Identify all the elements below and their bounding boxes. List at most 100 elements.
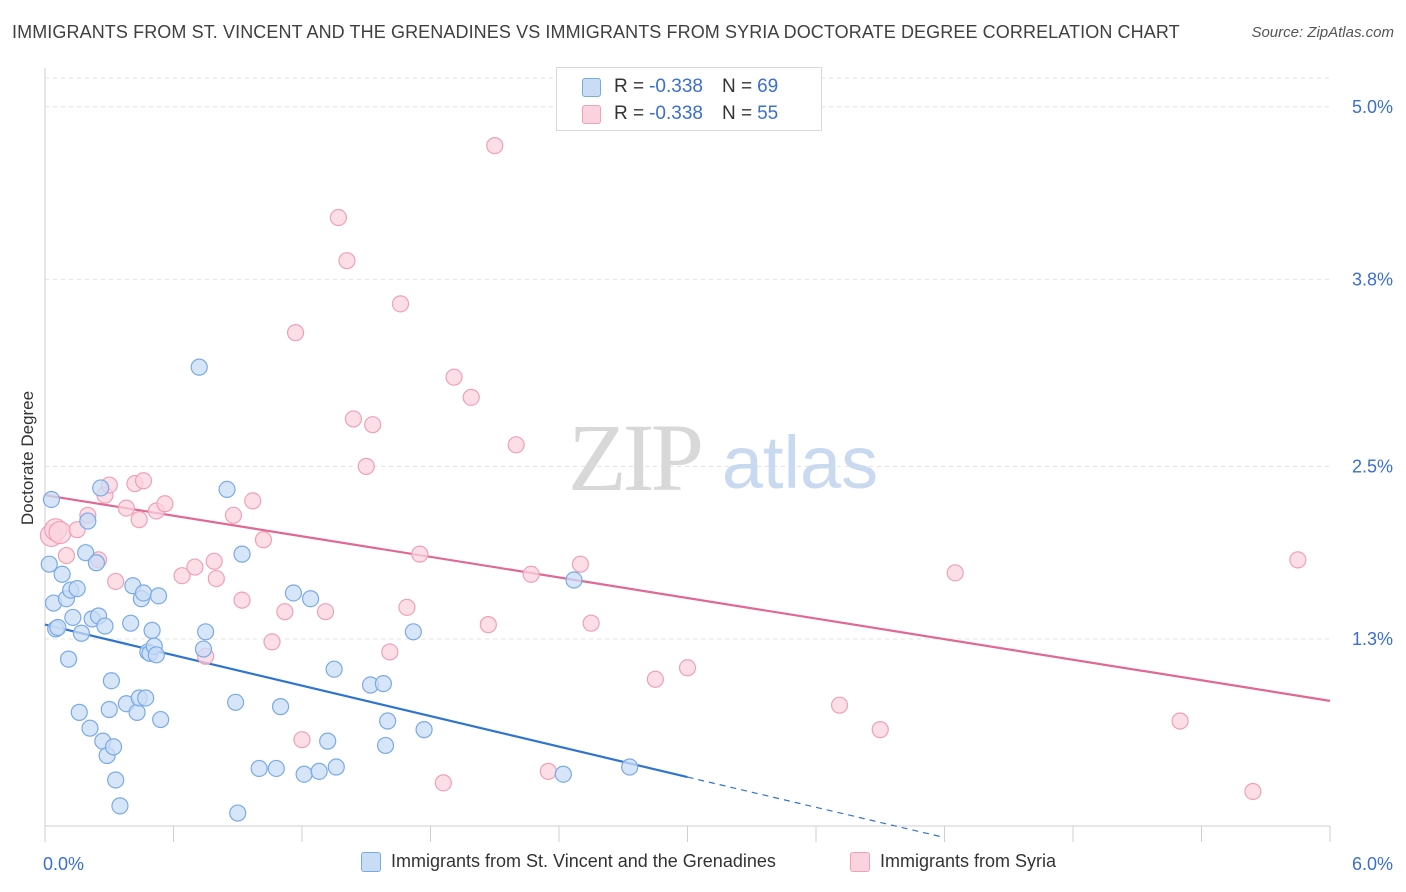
r-label: R =: [614, 76, 645, 97]
n-label: N =: [721, 76, 753, 97]
syria-point: [156, 495, 174, 513]
x-tick-label: 6.0%: [1352, 854, 1393, 874]
syria-point: [263, 633, 281, 651]
chart-title: IMMIGRANTS FROM ST. VINCENT AND THE GREN…: [12, 22, 1180, 42]
svg-point: [284, 584, 303, 602]
svg-point: [379, 712, 397, 730]
pink-legend-swatch: [850, 851, 870, 872]
legend-label-syria: Immigrants from Syria: [880, 851, 1057, 871]
svg-point: [404, 623, 422, 641]
svg-point: [149, 587, 168, 605]
x-tick-label: 0.0%: [43, 854, 84, 874]
svg-point: [197, 623, 215, 641]
syria-point: [57, 546, 76, 565]
svg-point: [319, 732, 337, 750]
svg-point: [102, 672, 120, 690]
syria-point: [48, 520, 72, 545]
r-label: R =: [614, 103, 645, 124]
syria-point: [276, 603, 294, 621]
syria-point: [244, 492, 262, 510]
axes: [44, 68, 1331, 842]
svg-point: [147, 646, 165, 664]
syria-points: [39, 137, 1307, 801]
svg-point: [40, 555, 58, 573]
syria-point: [364, 416, 382, 434]
svg-point: [96, 617, 114, 635]
svg-point: [70, 703, 88, 721]
syria-point: [357, 457, 375, 475]
svg-point: [325, 660, 343, 678]
syria-point: [107, 572, 125, 591]
svg-point: [152, 710, 170, 729]
syria-point: [1171, 712, 1189, 730]
svg-point: [327, 758, 345, 776]
svg-point: [104, 738, 123, 756]
syria-point: [522, 565, 540, 583]
syria-point: [539, 762, 557, 780]
trend-line-svg-extrapolated: [687, 776, 945, 839]
svg-point: [250, 759, 268, 778]
syria-point: [434, 774, 452, 792]
svg-point: [87, 554, 106, 572]
series-legend: Immigrants from St. Vincent and the Gren…: [0, 851, 1406, 877]
legend-item-syria: Immigrants from Syria: [850, 851, 1056, 872]
source-credit: Source: ZipAtlas.com: [1251, 24, 1394, 41]
syria-point: [462, 388, 480, 406]
syria-point: [571, 555, 590, 573]
blue-swatch: [582, 77, 601, 97]
syria-point: [205, 552, 223, 570]
syria-point: [871, 721, 889, 739]
syria-point: [286, 324, 305, 342]
syria-point: [946, 564, 964, 582]
syria-point: [134, 472, 153, 490]
syria-point: [316, 603, 335, 621]
syria-point: [486, 137, 504, 155]
svg-point: [218, 480, 236, 498]
svg-point: [374, 674, 392, 693]
svg-point: [59, 650, 78, 668]
legend-item-svg: Immigrants from St. Vincent and the Gren…: [361, 851, 776, 872]
svg-point: [72, 624, 91, 642]
svg-point: [49, 618, 67, 637]
svg-point: [233, 545, 251, 563]
r-value: -0.338: [649, 76, 703, 97]
y-tick-label: 3.8%: [1352, 269, 1393, 289]
svg-point: [554, 765, 572, 783]
syria-point: [411, 545, 429, 563]
syria-point: [338, 252, 356, 270]
pink-swatch: [582, 104, 601, 124]
y-tick-label: 1.3%: [1352, 629, 1393, 649]
syria-point: [344, 410, 362, 428]
svg-point: [77, 544, 95, 562]
syria-point: [329, 208, 348, 227]
syria-point: [130, 511, 148, 529]
svg-point: [107, 771, 125, 789]
svg-point: [111, 797, 129, 815]
tick-labels: 1.3% 2.5% 3.8% 5.0% 0.0% 6.0%: [43, 97, 1393, 874]
svg-point: [92, 479, 110, 497]
svg-point: [79, 512, 97, 530]
svg-points: [40, 358, 639, 822]
svg-point: [143, 621, 161, 639]
r-value: -0.338: [649, 103, 703, 124]
syria-point: [507, 436, 525, 454]
stats-legend: R = -0.338 N = 69 R = -0.338 N = 55: [556, 67, 822, 131]
trend-line-syria: [44, 494, 1331, 702]
syria-point: [233, 591, 251, 609]
svg-point: [565, 571, 583, 589]
syria-point: [293, 731, 311, 749]
syria-point: [391, 295, 410, 313]
n-value: 69: [757, 76, 779, 97]
n-value: 55: [757, 103, 779, 124]
syria-point: [254, 531, 273, 549]
syria-point: [398, 598, 416, 616]
svg-point: [68, 580, 86, 598]
syria-point: [186, 558, 204, 576]
svg-point: [81, 719, 99, 737]
legend-label-svg: Immigrants from St. Vincent and the Gren…: [391, 851, 776, 871]
syria-point: [173, 567, 191, 585]
syria-point: [207, 569, 225, 588]
svg-point: [621, 758, 639, 776]
svg-point: [229, 804, 247, 822]
syria-point: [117, 499, 135, 517]
